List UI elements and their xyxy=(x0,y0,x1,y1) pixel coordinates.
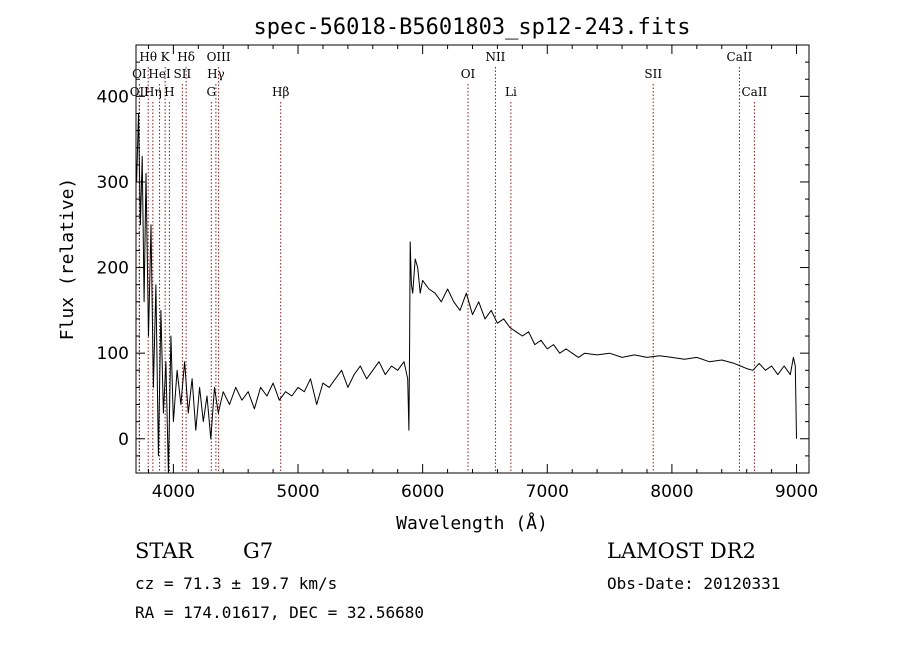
x-tick-label: 4000 xyxy=(152,482,195,502)
spectral-line-label: Hγ xyxy=(207,67,225,81)
spectral-line-label: OIII xyxy=(207,50,231,64)
spectral-line-label: SII xyxy=(174,67,192,81)
y-tick-label: 100 xyxy=(97,344,129,364)
spectral-line-label: OI xyxy=(461,67,476,81)
spectral-line-label: CaII xyxy=(727,50,753,64)
survey-name: LAMOST DR2 xyxy=(607,539,756,563)
spectral-line-label: Hη xyxy=(144,85,162,99)
x-tick-label: 9000 xyxy=(775,482,818,502)
spectral-line-label: G xyxy=(206,85,216,99)
x-tick-label: 6000 xyxy=(401,482,444,502)
chart-title: spec-56018-B5601803_sp12-243.fits xyxy=(253,15,690,40)
spectral-line-label: Hβ xyxy=(272,85,289,99)
y-tick-label: 200 xyxy=(97,259,129,279)
plot-frame xyxy=(135,44,810,474)
spectral-line-label: SII xyxy=(644,67,662,81)
spectrum-line xyxy=(136,113,797,474)
object-class: STAR xyxy=(135,539,194,563)
spectral-line-label: OI xyxy=(132,67,147,81)
x-tick-label: 7000 xyxy=(526,482,569,502)
spectral-line-label: K xyxy=(161,50,171,64)
radec-text: RA = 174.01617, DEC = 32.56680 xyxy=(135,603,424,622)
spectral-line-label: Hθ xyxy=(139,50,157,64)
y-axis-title: Flux (relative) xyxy=(57,178,78,341)
redshift-text: cz = 71.3 ± 19.7 km/s xyxy=(135,574,338,593)
object-subclass: G7 xyxy=(243,539,274,563)
spectral-line-label: Hδ xyxy=(177,50,195,64)
spectral-line-label: CaII xyxy=(741,85,767,99)
y-tick-label: 0 xyxy=(118,430,129,450)
y-tick-label: 400 xyxy=(97,87,129,107)
y-tick-label: 300 xyxy=(97,173,129,193)
x-axis-title: Wavelength (Å) xyxy=(396,512,548,534)
spectral-line-label: NII xyxy=(485,50,505,64)
spectral-line-label: OII xyxy=(130,85,150,99)
spectral-line-label: HeI xyxy=(148,67,171,81)
spectral-line-label: H xyxy=(164,85,174,99)
obs-date-text: Obs-Date: 20120331 xyxy=(607,574,781,593)
x-tick-label: 5000 xyxy=(276,482,319,502)
x-tick-label: 8000 xyxy=(650,482,693,502)
spectral-line-label: Li xyxy=(505,85,517,99)
